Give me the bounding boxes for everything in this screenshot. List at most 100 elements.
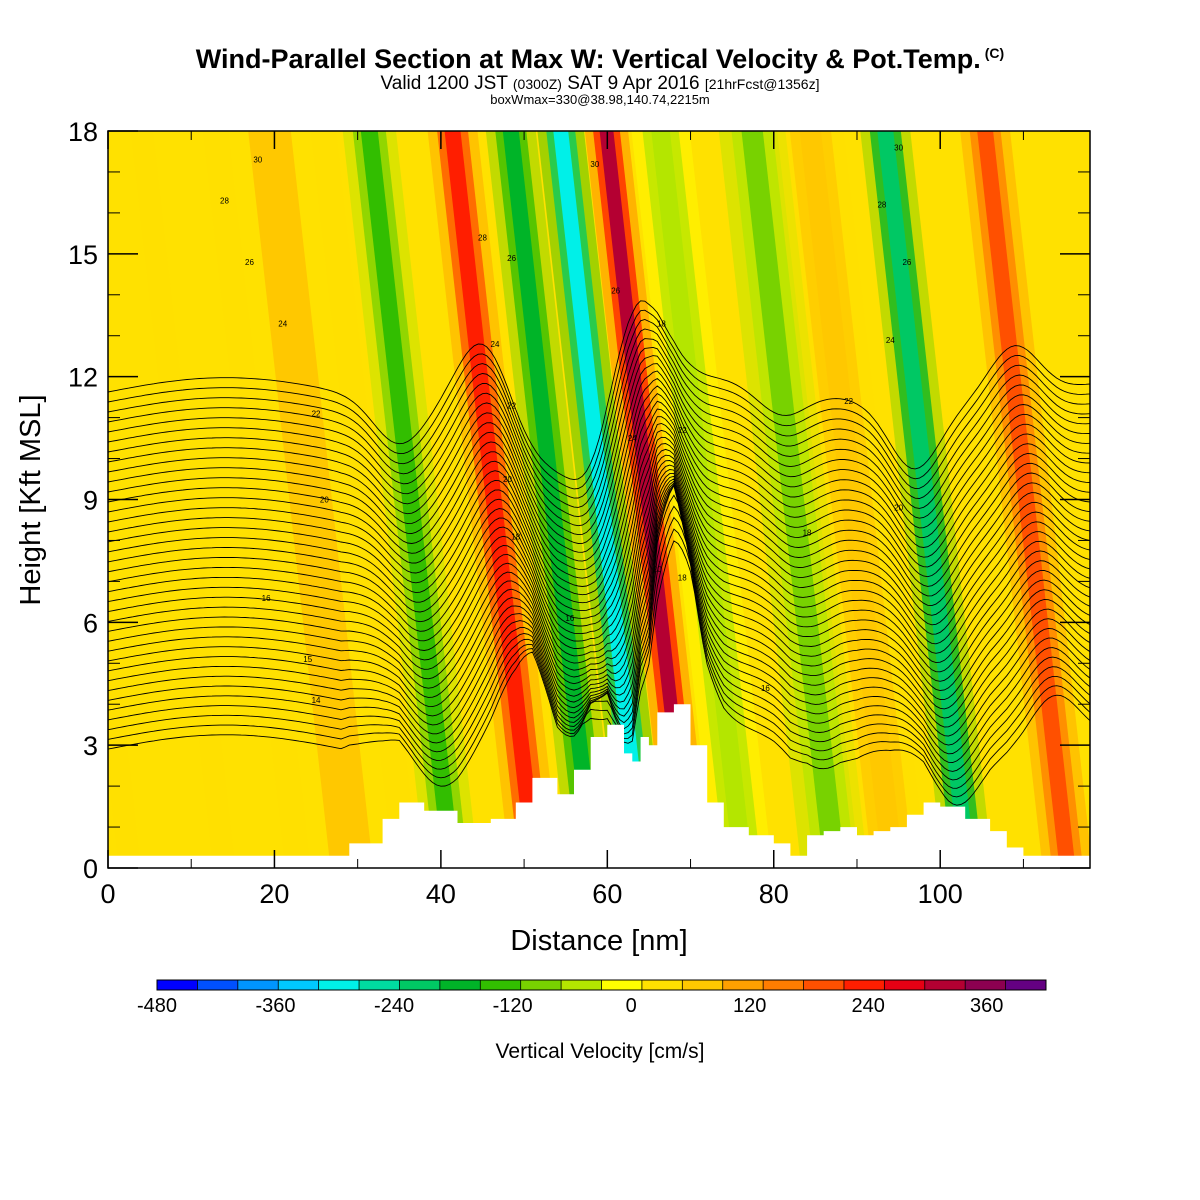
isentrope-line xyxy=(108,483,1090,746)
contour-label-text: 15 xyxy=(303,655,312,664)
colorbar-swatch xyxy=(1005,980,1047,990)
isentrope-line xyxy=(108,355,1090,536)
contour-label-text: 20 xyxy=(320,496,329,505)
colorbar-label: Vertical Velocity [cm/s] xyxy=(496,1040,705,1063)
contour-label-text: 24 xyxy=(278,319,287,328)
isentrope-line xyxy=(108,484,1090,755)
x-tick-label: 40 xyxy=(426,879,456,909)
contour-label: 18 xyxy=(678,573,687,582)
isentrope-line xyxy=(108,443,1090,645)
contour-labels: 30 28 26 24 22 20 16 15 14 28 26 24 22 20 18 16 30 26 24 18… xyxy=(220,143,912,705)
isentrope-line xyxy=(108,454,1090,664)
x-tick-label: 100 xyxy=(918,879,963,909)
isentrope-line xyxy=(108,328,1090,508)
contour-label-text: 26 xyxy=(507,254,516,263)
colorbar-swatch xyxy=(157,980,198,990)
y-axis-label: Height [Kft MSL] xyxy=(15,394,47,605)
colorbar-tick-label: -480 xyxy=(137,995,177,1017)
colorbar-tick-label: 120 xyxy=(733,995,766,1017)
velocity-band-layer xyxy=(108,131,196,868)
box-info: boxWmax=330@38.98,140.74,2215m xyxy=(0,92,1200,107)
contour-label-text: 30 xyxy=(590,160,599,169)
colorbar-swatch xyxy=(924,980,966,990)
contour-label-text: 22 xyxy=(507,401,516,410)
colorbar-tick-label: -240 xyxy=(374,995,414,1017)
contour-label: 15 xyxy=(303,655,312,664)
copyright-mark: (C) xyxy=(984,45,1005,61)
isentrope-line xyxy=(108,385,1090,571)
y-tick-label: 6 xyxy=(83,608,98,638)
isentrope-line xyxy=(108,460,1090,673)
contour-label: 28 xyxy=(220,197,229,206)
contour-label-text: 16 xyxy=(262,594,271,603)
contour-label: 24 xyxy=(628,434,637,443)
velocity-band xyxy=(202,131,419,868)
contour-label-text: 18 xyxy=(657,319,666,328)
contour-label-text: 28 xyxy=(877,201,886,210)
colorbar-swatch xyxy=(601,980,643,990)
velocity-band-layer xyxy=(599,131,696,868)
isentrope-line xyxy=(108,393,1090,579)
colorbar-tick-label: 360 xyxy=(970,995,1003,1017)
y-tick-label: 9 xyxy=(83,486,98,516)
velocity-band xyxy=(960,131,1090,868)
contour-label: 18 xyxy=(803,528,812,537)
colorbar-swatch xyxy=(399,980,441,990)
contour-label-text: 16 xyxy=(761,684,770,693)
box-info-text: boxWmax=330@38.98,140.74,2215m xyxy=(490,92,710,107)
isentrope-line xyxy=(108,319,1090,499)
colorbar-swatch xyxy=(237,980,279,990)
colorbar-swatch xyxy=(480,980,522,990)
colorbar-swatch xyxy=(803,980,845,990)
contour-label: 30 xyxy=(253,156,262,165)
isentrope-contours xyxy=(108,300,1090,806)
forecast-info: [21hrFcst@1356z] xyxy=(704,76,820,92)
contour-label: 30 xyxy=(894,143,903,152)
contour-label-text: 26 xyxy=(245,258,254,267)
contour-label-text: 28 xyxy=(220,197,229,206)
contour-label-text: 28 xyxy=(478,233,487,242)
velocity-band-layer xyxy=(977,131,1076,868)
isentrope-line xyxy=(108,484,1090,763)
isentrope-line xyxy=(108,436,1090,635)
velocity-band-layer xyxy=(651,131,753,868)
y-tick-label: 18 xyxy=(68,117,98,147)
contour-label: 26 xyxy=(611,287,620,296)
contour-label: 18 xyxy=(657,319,666,328)
contour-label-text: 30 xyxy=(894,143,903,152)
isentrope-line xyxy=(108,505,1090,781)
y-tick-label: 15 xyxy=(68,240,98,270)
contour-label-text: 20 xyxy=(503,475,512,484)
colorbar-tick-label: -120 xyxy=(493,995,533,1017)
contour-label: 24 xyxy=(886,336,895,345)
isentrope-line xyxy=(108,475,1090,710)
velocity-band xyxy=(860,131,993,868)
chart-subtitle: Valid 1200 JST (0300Z) SAT 9 Apr 2016 [2… xyxy=(0,73,1200,95)
colorbar-swatch xyxy=(763,980,805,990)
contour-label: 16 xyxy=(565,614,574,623)
velocity-band-layer xyxy=(553,131,651,868)
contour-label: 20 xyxy=(503,475,512,484)
isentrope-line xyxy=(108,309,1090,490)
valid-time: Valid 1200 JST xyxy=(380,73,508,94)
isentrope-line xyxy=(108,478,1090,719)
contour-label-text: 22 xyxy=(844,397,853,406)
x-tick-label: 0 xyxy=(100,879,115,909)
x-tick-label: 60 xyxy=(592,879,622,909)
colorbar-swatch xyxy=(682,980,724,990)
contour-label-text: 20 xyxy=(894,504,903,513)
contour-label-text: 24 xyxy=(628,434,637,443)
contour-label: 22 xyxy=(678,426,687,435)
contour-label: 26 xyxy=(507,254,516,263)
colorbar-swatch xyxy=(318,980,360,990)
isentrope-line xyxy=(108,300,1090,481)
isentrope-line xyxy=(108,480,1090,728)
x-tick-label: 80 xyxy=(759,879,789,909)
colorbar-tick-label: -360 xyxy=(256,995,296,1017)
x-tick-label: 20 xyxy=(259,879,289,909)
colorbar-swatch xyxy=(641,980,683,990)
terrain-mask xyxy=(108,704,1090,868)
contour-label-text: 22 xyxy=(312,410,321,419)
velocity-band-layer xyxy=(502,131,602,868)
